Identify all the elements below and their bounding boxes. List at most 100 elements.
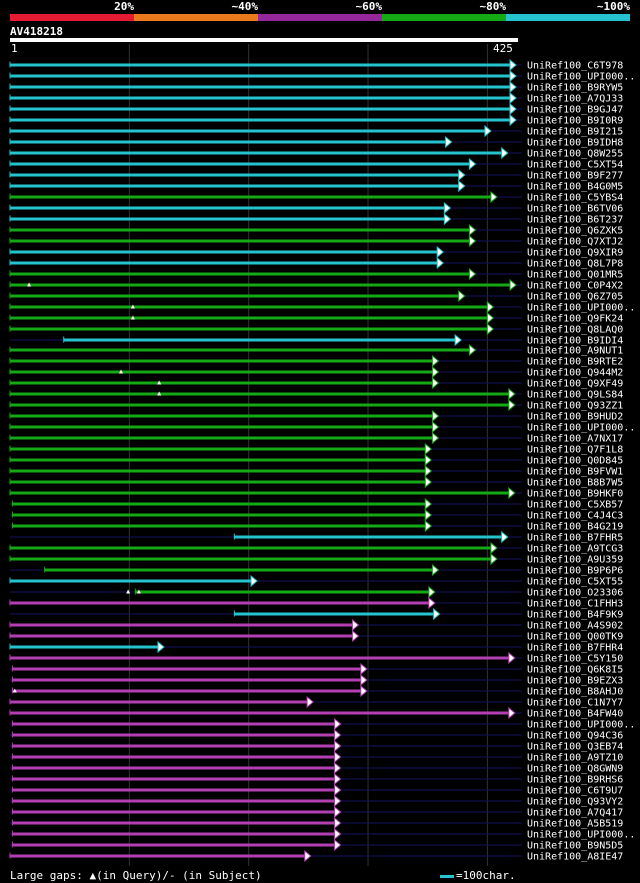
hit-name-link[interactable]: UniRef100_Q6Z705 [527,292,623,303]
hit-name-link[interactable]: UniRef100_B9HKF0 [527,489,623,500]
hit-name-link[interactable]: UniRef100_Q9XF49 [527,379,623,390]
hit-arrow [458,179,466,193]
hit-name-link[interactable]: UniRef100_B7FHR5 [527,533,623,544]
scale-label-40: ~40% [231,0,259,13]
hit-name-link[interactable]: UniRef100_Q01MR5 [527,270,623,281]
hit-name-link[interactable]: UniRef100_B9HUD2 [527,412,623,423]
hit-name-link[interactable]: UniRef100_A4S902 [527,621,623,632]
hit-bar [10,305,490,309]
hit-name-link[interactable]: UniRef100_B9I215 [527,127,623,138]
hit-name-link[interactable]: UniRef100_C1FHH3 [527,599,623,610]
hit-name-link[interactable]: UniRef100_Q6K8I5 [527,665,623,676]
hit-name-link[interactable]: UniRef100_A8IE47 [527,852,623,863]
hit-name-link[interactable]: UniRef100_UPI000.. [527,303,635,314]
hit-name-link[interactable]: UniRef100_Q6ZXK5 [527,226,623,237]
hit-bar [10,250,440,254]
hit-arrow [468,157,477,171]
hit-bar [12,722,337,726]
hit-name-link[interactable]: UniRef100_B9RTE2 [527,357,623,368]
hit-name-link[interactable]: UniRef100_B6TV06 [527,204,623,215]
hit-name-link[interactable]: UniRef100_B9P6P6 [527,566,623,577]
hit-name-link[interactable]: UniRef100_Q3EB74 [527,742,623,753]
hit-name-link[interactable]: UniRef100_Q9LS84 [527,390,623,401]
hit-name-link[interactable]: UniRef100_A9U359 [527,555,623,566]
hit-name-link[interactable]: UniRef100_Q9XIR9 [527,248,623,259]
hit-name-link[interactable]: UniRef100_C5Y150 [527,654,623,665]
hit-name-link[interactable]: UniRef100_B9I0R9 [527,116,623,127]
scale-label-20: 20% [114,0,134,13]
hit-arrow [509,102,517,116]
hit-name-link[interactable]: UniRef100_C6T9U7 [527,786,623,797]
hit-name-link[interactable]: UniRef100_B9EZX3 [527,676,623,687]
hit-name-link[interactable]: UniRef100_Q9FK24 [527,314,623,325]
hit-name-link[interactable]: UniRef100_C5XT54 [527,160,623,171]
hit-name-link[interactable]: UniRef100_B9GJ47 [527,105,623,116]
hit-name-link[interactable]: UniRef100_Q8LAQ0 [527,325,623,336]
hit-arrow [334,827,342,841]
hit-bar [10,447,428,451]
hit-name-link[interactable]: UniRef100_Q944M2 [527,368,623,379]
hit-arrow [454,333,462,347]
query-gap-marker [130,315,135,320]
hit-name-link[interactable]: UniRef100_UPI000.. [527,720,635,731]
hit-name-link[interactable]: UniRef100_C5XB57 [527,500,623,511]
hit-name-link[interactable]: UniRef100_B9RYW5 [527,83,623,94]
hit-name-link[interactable]: UniRef100_Q7F1L8 [527,445,623,456]
hit-name-link[interactable]: UniRef100_A7Q417 [527,808,623,819]
hit-name-link[interactable]: UniRef100_B7FHR4 [527,643,623,654]
hit-name-link[interactable]: UniRef100_Q00TK9 [527,632,623,643]
hit-name-link[interactable]: UniRef100_B9RHS6 [527,775,623,786]
hit-name-link[interactable]: UniRef100_B9IDH8 [527,138,623,149]
hit-name-link[interactable]: UniRef100_C0P4X2 [527,281,623,292]
hit-arrow [508,398,516,412]
hit-name-link[interactable]: UniRef100_UPI000.. [527,830,635,841]
hit-name-link[interactable]: UniRef100_B4FW40 [527,709,623,720]
hit-name-link[interactable]: UniRef100_Q0D845 [527,456,623,467]
hit-arrow [431,409,440,423]
hit-name-link[interactable]: UniRef100_B9FVW1 [527,467,623,478]
hit-arrow [334,794,342,808]
hit-name-link[interactable]: UniRef100_A9NUT1 [527,346,623,357]
hit-name-link[interactable]: UniRef100_B9IDI4 [527,336,623,347]
hit-name-link[interactable]: UniRef100_A9TCG3 [527,544,623,555]
hit-name-link[interactable]: UniRef100_UPI000.. [527,423,635,434]
hit-bar [10,327,490,331]
hit-arrow [509,113,517,127]
hit-name-link[interactable]: UniRef100_O23306 [527,588,623,599]
hit-name-link[interactable]: UniRef100_Q94C36 [527,731,623,742]
hit-name-link[interactable]: UniRef100_C5XT55 [527,577,623,588]
hit-name-link[interactable]: UniRef100_Q93VY2 [527,797,623,808]
hit-name-link[interactable]: UniRef100_A9TZ10 [527,753,623,764]
hit-name-link[interactable]: UniRef100_UPI000.. [527,72,635,83]
hit-name-link[interactable]: UniRef100_C4J4C3 [527,511,623,522]
hit-name-link[interactable]: UniRef100_B8B7W5 [527,478,623,489]
hit-arrow [501,530,509,544]
query-gap-marker [130,304,135,309]
hit-name-link[interactable]: UniRef100_Q8L7P8 [527,259,623,270]
scale-label-100: ~100% [596,0,630,13]
hit-name-link[interactable]: UniRef100_B8AHJ0 [527,687,623,698]
hit-name-link[interactable]: UniRef100_Q8W255 [527,149,623,160]
hit-name-link[interactable]: UniRef100_B6T237 [527,215,623,226]
hit-name-link[interactable]: UniRef100_C6T978 [527,61,623,72]
hit-bar [10,107,512,111]
hit-bar [12,667,363,671]
hit-bar [12,832,337,836]
hit-name-link[interactable]: UniRef100_A7NX17 [527,434,623,445]
hit-arrow [360,684,368,698]
hit-name-link[interactable]: UniRef100_Q93ZZ1 [527,401,623,412]
hit-bar [63,338,458,342]
hit-name-link[interactable]: UniRef100_B4F9K9 [527,610,623,621]
hit-name-link[interactable]: UniRef100_B4G0M5 [527,182,623,193]
hit-bar [10,623,355,627]
hit-name-link[interactable]: UniRef100_Q8GWN9 [527,764,623,775]
hit-name-link[interactable]: UniRef100_B9N5D5 [527,841,623,852]
hit-name-link[interactable]: UniRef100_A7QJ33 [527,94,623,105]
hit-name-link[interactable]: UniRef100_A5B519 [527,819,623,830]
hit-name-link[interactable]: UniRef100_B4G219 [527,522,623,533]
hit-name-link[interactable]: UniRef100_C5YBS4 [527,193,623,204]
hit-name-link[interactable]: UniRef100_C1N7Y7 [527,698,623,709]
hit-name-link[interactable]: UniRef100_Q7XTJ2 [527,237,623,248]
hit-bar [10,316,490,320]
hit-name-link[interactable]: UniRef100_B9F277 [527,171,623,182]
